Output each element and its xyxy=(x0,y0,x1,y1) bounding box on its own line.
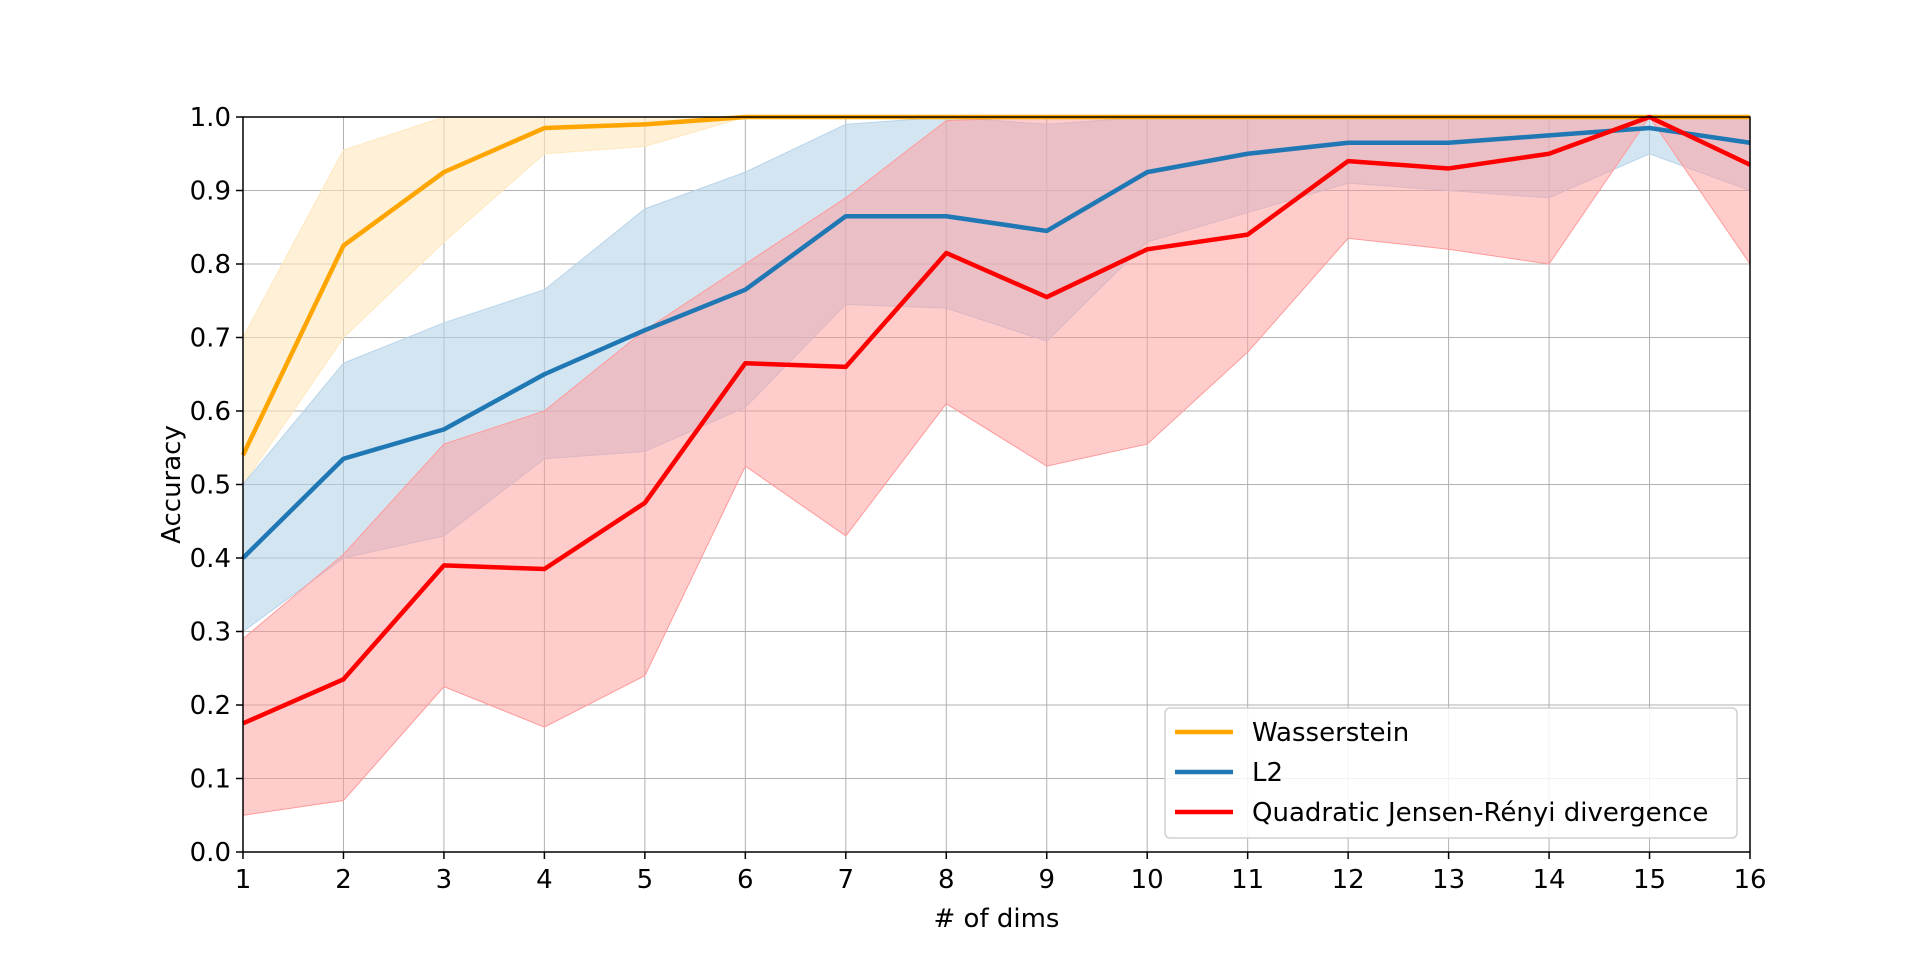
y-tick-label: 0.6 xyxy=(190,397,231,427)
y-tick-label: 0.3 xyxy=(190,618,231,648)
x-tick-label: 11 xyxy=(1231,865,1264,895)
y-tick-label: 0.9 xyxy=(190,177,231,207)
legend-label-0: Wasserstein xyxy=(1252,718,1409,748)
x-tick-label: 1 xyxy=(235,865,252,895)
x-tick-label: 15 xyxy=(1633,865,1666,895)
x-tick-label: 4 xyxy=(536,865,553,895)
x-tick-label: 16 xyxy=(1733,865,1766,895)
x-tick-label: 5 xyxy=(637,865,654,895)
x-tick-label: 6 xyxy=(737,865,754,895)
line-series-2 xyxy=(242,114,1751,726)
line-series-1 xyxy=(241,125,1751,560)
x-tick-label: 2 xyxy=(335,865,352,895)
x-tick-label: 8 xyxy=(938,865,955,895)
x-axis-label: # of dims xyxy=(934,904,1060,934)
y-tick-label: 1.0 xyxy=(190,103,231,133)
y-tick-label: 0.1 xyxy=(190,765,231,795)
x-tick-label: 10 xyxy=(1131,865,1164,895)
x-tick-label: 3 xyxy=(436,865,453,895)
y-tick-label: 0.7 xyxy=(190,324,231,354)
x-tick-label: 14 xyxy=(1533,865,1566,895)
y-tick-label: 0.0 xyxy=(190,838,231,868)
y-tick-label: 0.4 xyxy=(190,544,231,574)
legend-box xyxy=(1164,707,1738,839)
x-tick-label: 7 xyxy=(838,865,855,895)
y-tick-label: 0.8 xyxy=(190,250,231,280)
legend: Wasserstein L2 Quadratic Jensen-Rényi dive… xyxy=(1164,707,1738,839)
legend-label-2: Quadratic Jensen-Rényi divergence xyxy=(1252,798,1708,828)
y-axis-label: Accuracy xyxy=(157,425,187,544)
axis-ticks: 1 2 3 4 5 6 7 8 9 10 11 12 13 14 15 160.00.10.20.30.40.… xyxy=(190,103,1767,895)
x-tick-label: 13 xyxy=(1432,865,1465,895)
y-tick-label: 0.2 xyxy=(190,691,231,721)
legend-label-1: L2 xyxy=(1252,758,1283,788)
y-tick-label: 0.5 xyxy=(190,471,231,501)
x-tick-label: 12 xyxy=(1332,865,1365,895)
x-tick-label: 9 xyxy=(1038,865,1055,895)
